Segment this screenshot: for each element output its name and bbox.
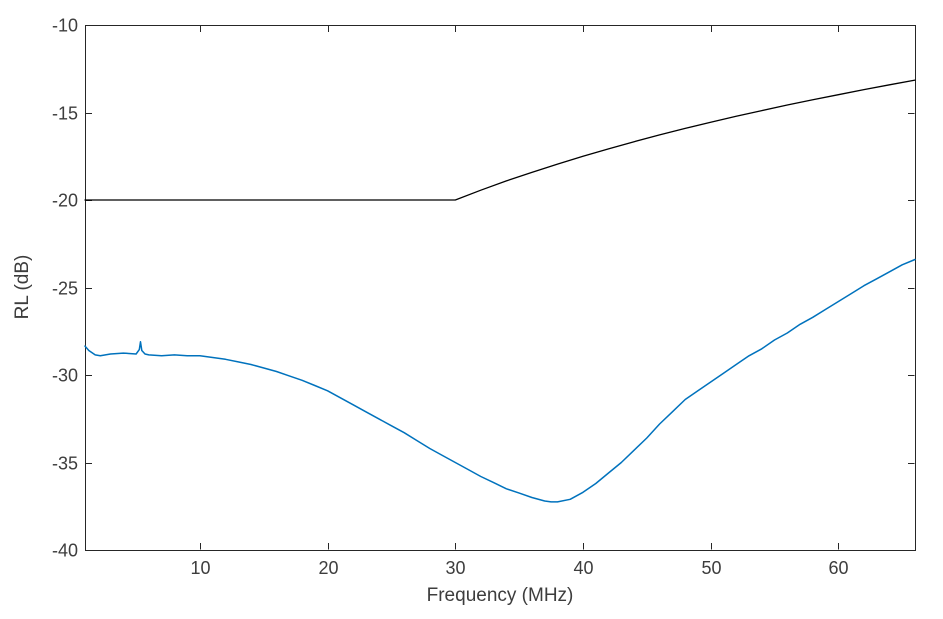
series-measured-rl xyxy=(84,258,916,503)
x-axis-label: Frequency (MHz) xyxy=(426,585,574,606)
x-tick-label: 40 xyxy=(573,558,593,578)
y-tick-label: -25 xyxy=(52,279,78,299)
y-tick-label: -10 xyxy=(52,16,78,36)
y-tick-label: -35 xyxy=(52,454,78,474)
series-limit-line xyxy=(84,79,916,201)
x-tick-label: 30 xyxy=(445,558,465,578)
y-tick-label: -20 xyxy=(52,191,78,211)
y-tick-label: -40 xyxy=(52,541,78,561)
x-tick-label: 20 xyxy=(318,558,338,578)
y-tick-label: -30 xyxy=(52,366,78,386)
y-axis-label: RL (dB) xyxy=(12,254,33,320)
x-tick-label: 10 xyxy=(190,558,210,578)
x-tick-label: 50 xyxy=(701,558,721,578)
x-tick-label: 60 xyxy=(828,558,848,578)
y-tick-label: -15 xyxy=(52,104,78,124)
